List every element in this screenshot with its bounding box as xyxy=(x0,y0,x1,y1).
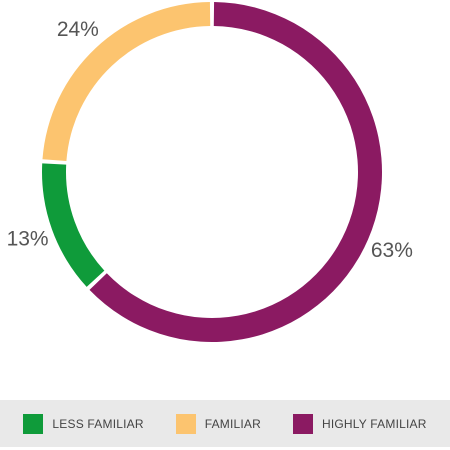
chart-legend: LESS FAMILIAR FAMILIAR HIGHLY FAMILIAR xyxy=(0,400,450,447)
slice-label-less-familiar: 13% xyxy=(7,227,49,250)
legend-label-familiar: FAMILIAR xyxy=(204,416,261,431)
legend-swatch-highly-familiar xyxy=(293,413,313,434)
legend-swatch-less-familiar xyxy=(23,413,44,434)
legend-item-less-familiar: LESS FAMILIAR xyxy=(23,413,144,434)
slice-familiar xyxy=(42,2,211,162)
legend-swatch-familiar xyxy=(175,413,196,434)
slice-highly-familiar xyxy=(89,2,383,342)
legend-label-less-familiar: LESS FAMILIAR xyxy=(52,416,144,431)
slice-less-familiar xyxy=(42,163,105,287)
legend-label-highly-familiar: HIGHLY FAMILIAR xyxy=(322,416,427,431)
legend-item-highly-familiar: HIGHLY FAMILIAR xyxy=(293,413,427,434)
donut-chart: 63% 13% 24% xyxy=(7,2,413,342)
slice-label-familiar: 24% xyxy=(57,18,99,41)
legend-item-familiar: FAMILIAR xyxy=(175,413,261,434)
slice-label-highly-familiar: 63% xyxy=(371,239,413,262)
